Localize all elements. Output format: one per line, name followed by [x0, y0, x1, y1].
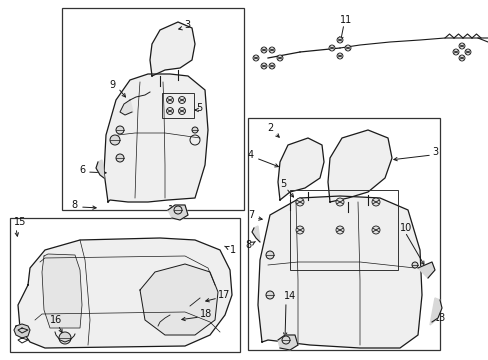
Text: 7: 7 — [247, 210, 253, 220]
Text: 16: 16 — [50, 315, 62, 325]
Circle shape — [261, 63, 266, 69]
Text: 17: 17 — [218, 290, 230, 300]
Circle shape — [411, 262, 417, 268]
Circle shape — [265, 291, 273, 299]
Text: 14: 14 — [284, 291, 296, 301]
Polygon shape — [42, 254, 82, 328]
Circle shape — [282, 336, 289, 344]
Circle shape — [371, 226, 379, 234]
Polygon shape — [429, 298, 441, 325]
Polygon shape — [327, 130, 391, 202]
Circle shape — [335, 226, 343, 234]
Polygon shape — [120, 100, 133, 115]
Text: 6: 6 — [79, 165, 85, 175]
Polygon shape — [278, 138, 324, 200]
Circle shape — [268, 63, 274, 69]
Circle shape — [458, 55, 464, 61]
Text: 15: 15 — [14, 217, 26, 227]
Circle shape — [178, 108, 185, 114]
Text: 1: 1 — [224, 245, 236, 255]
Circle shape — [192, 127, 198, 133]
Polygon shape — [258, 196, 421, 348]
Circle shape — [336, 53, 342, 59]
Circle shape — [371, 198, 379, 206]
Text: 13: 13 — [433, 313, 446, 323]
Text: 11: 11 — [339, 15, 351, 25]
Circle shape — [178, 96, 185, 104]
Text: 2: 2 — [266, 123, 273, 133]
Polygon shape — [140, 264, 218, 335]
Circle shape — [265, 251, 273, 259]
Polygon shape — [96, 160, 104, 178]
Polygon shape — [278, 335, 297, 350]
Circle shape — [268, 47, 274, 53]
Circle shape — [345, 45, 350, 51]
Text: 5: 5 — [196, 103, 202, 113]
Text: 3: 3 — [431, 147, 437, 157]
Polygon shape — [14, 324, 30, 338]
Circle shape — [116, 154, 124, 162]
Text: 5: 5 — [279, 179, 285, 189]
Circle shape — [295, 226, 304, 234]
Circle shape — [166, 96, 173, 104]
Polygon shape — [417, 262, 434, 278]
Polygon shape — [150, 22, 195, 76]
Polygon shape — [168, 205, 187, 220]
Circle shape — [335, 198, 343, 206]
Circle shape — [59, 332, 71, 344]
Circle shape — [328, 45, 334, 51]
Text: 8: 8 — [72, 200, 78, 210]
Polygon shape — [104, 74, 207, 202]
Circle shape — [464, 49, 470, 55]
Bar — [162, 93, 194, 118]
Polygon shape — [251, 226, 260, 242]
Circle shape — [295, 198, 304, 206]
Circle shape — [452, 49, 458, 55]
Bar — [62, 8, 244, 210]
Text: 4: 4 — [247, 150, 253, 160]
Text: 12: 12 — [167, 205, 180, 215]
Circle shape — [166, 108, 173, 114]
Bar — [247, 118, 439, 350]
Text: 9: 9 — [110, 80, 116, 90]
Circle shape — [261, 47, 266, 53]
Circle shape — [336, 37, 342, 43]
Circle shape — [116, 126, 124, 134]
Text: 8: 8 — [245, 240, 251, 250]
Circle shape — [252, 55, 259, 61]
Text: 10: 10 — [399, 223, 411, 233]
Polygon shape — [18, 238, 231, 348]
Circle shape — [174, 206, 182, 214]
Circle shape — [458, 43, 464, 49]
Circle shape — [110, 135, 120, 145]
Circle shape — [276, 55, 283, 61]
Text: 18: 18 — [200, 309, 212, 319]
Bar — [289, 190, 397, 270]
Text: 3: 3 — [183, 20, 190, 30]
Bar — [10, 218, 240, 352]
